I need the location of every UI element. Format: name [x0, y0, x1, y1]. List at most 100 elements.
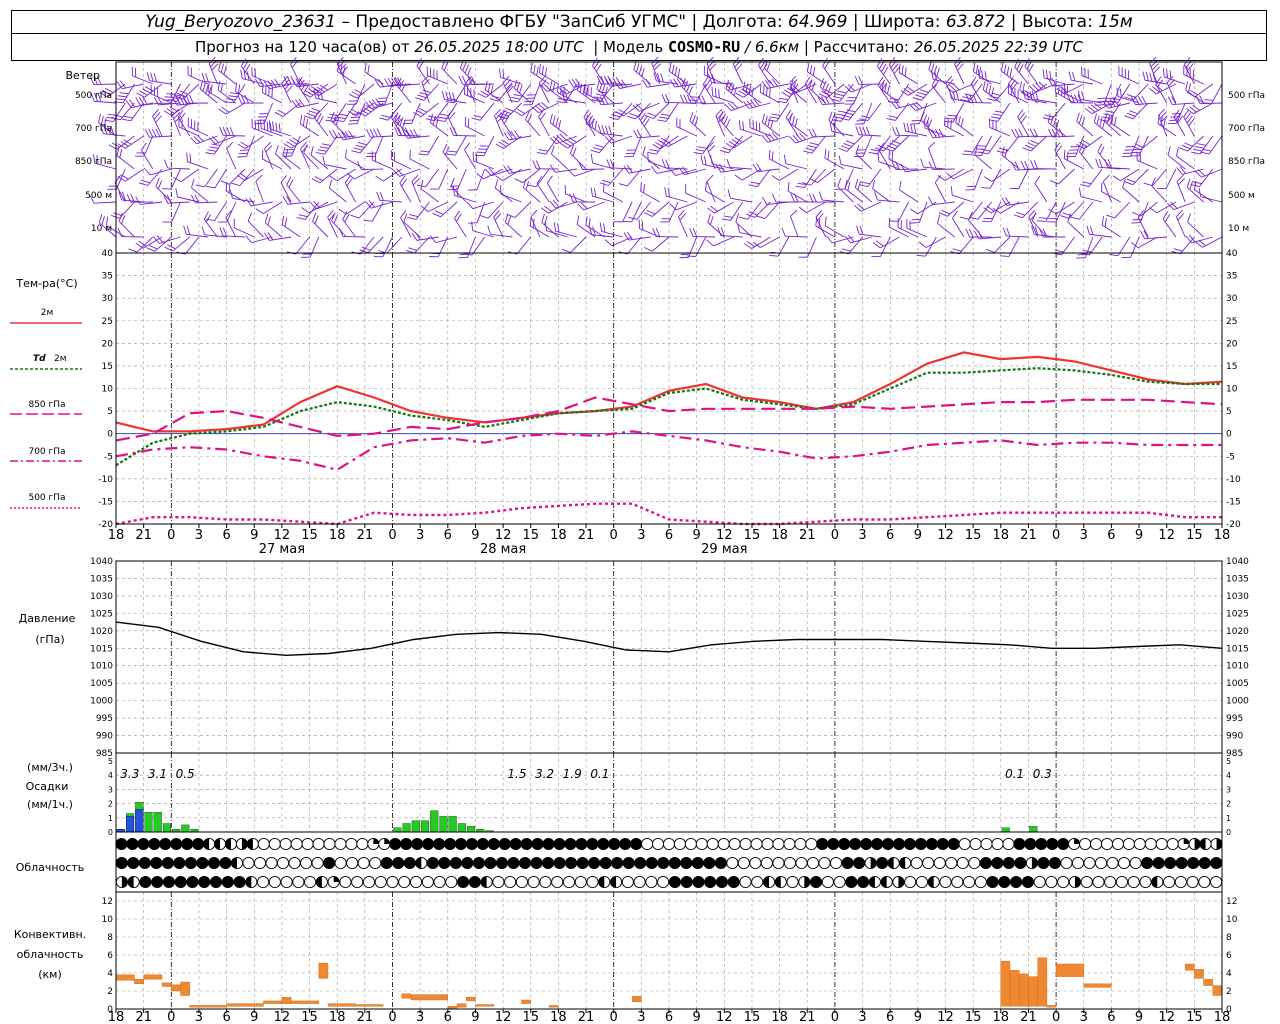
wind-barb-flag [809, 64, 813, 74]
wind-barb-flag [934, 175, 942, 183]
wind-barb-flag [527, 184, 537, 188]
wind-barb-flag [567, 169, 575, 177]
cloud-cover-symbol [933, 856, 946, 870]
wind-barb [970, 135, 983, 156]
wind-barb-flag [793, 193, 799, 203]
wind-barb-flag [933, 80, 939, 89]
hour-tick-label: 21 [799, 1010, 816, 1024]
wind-barb-flag [229, 189, 233, 199]
wind-barb-flag [963, 150, 973, 153]
cloud-cover-symbol [304, 875, 317, 889]
wind-barb [987, 135, 1002, 155]
pressure-tick-left: 995 [96, 714, 113, 724]
wind-barb-flag [838, 155, 842, 165]
wind-barb [116, 135, 135, 150]
wind-level-700hpa: 700 гПа [75, 124, 112, 134]
cloud-cover-symbol [749, 856, 762, 870]
wind-barb-flag [454, 210, 460, 219]
wind-barb [1031, 220, 1048, 238]
cloud-cover-symbol [1092, 875, 1105, 889]
wind-barb-flag [552, 135, 560, 143]
wind-barb-flag [649, 149, 659, 152]
wind-barb [713, 236, 734, 247]
wind-barb-flag [298, 214, 308, 218]
wind-barb-flag [837, 177, 842, 187]
wind-barb [707, 222, 725, 238]
wind-barb-flag [1011, 161, 1017, 171]
wind-barb-flag [305, 90, 314, 96]
wind-barb-flag [844, 111, 854, 116]
cloud-cover-symbol [484, 856, 497, 870]
wind-barb-flag [745, 83, 749, 93]
wind-barb-flag [206, 186, 216, 189]
cloud-cover-symbol [1060, 856, 1073, 870]
wind-barb-flag [507, 165, 514, 174]
wind-barb-flag [272, 121, 274, 131]
wind-barb [905, 130, 928, 137]
cloud-cover-symbol [564, 837, 577, 851]
wind-barb-flag [466, 79, 474, 87]
wind-barb-flag [396, 168, 404, 176]
precip-3h-total: 3.3 [120, 767, 139, 781]
wind-barb-flag [1166, 75, 1174, 84]
cloud-cover-symbol [432, 837, 446, 851]
wind-barb-flag [975, 64, 979, 74]
wind-barb-flag [316, 113, 322, 122]
wind-barb-flag [686, 255, 696, 257]
wind-barb-flag [419, 92, 429, 96]
wind-barb [574, 168, 596, 177]
wind-barb-flag [532, 160, 537, 170]
wind-barb-flag [140, 142, 147, 151]
hour-tick-label: 9 [1135, 528, 1143, 543]
wind-barb-flag [1087, 106, 1096, 113]
wind-barb-flag [569, 144, 575, 154]
precip-tick-right: 2 [1226, 800, 1231, 809]
hour-tick-label: 6 [1107, 528, 1115, 543]
wind-barb-flag [479, 214, 489, 219]
wind-barb-flag [101, 216, 105, 226]
cloud-cover-symbol [1090, 837, 1103, 851]
cloud-cover-symbol [356, 837, 369, 851]
header-forecast-line: Прогноз на 120 часа(ов) от 26.05.2025 18… [11, 33, 1267, 61]
hour-tick-label: 3 [1080, 528, 1088, 543]
date-label: 27 мая [259, 542, 305, 557]
wind-barb-flag [289, 139, 298, 145]
wind-barb [944, 125, 965, 137]
legend-850-label: 850 гПа [28, 400, 65, 410]
wind-barb-flag [129, 99, 136, 108]
wind-barb-flag [344, 175, 351, 183]
wind-barb-flag [711, 86, 714, 96]
wind-barb-flag [191, 178, 195, 188]
wind-barb [472, 230, 495, 238]
wind-barb-flag [641, 67, 645, 77]
wind-barb-flag [609, 116, 618, 121]
wind-barb-flag [549, 137, 557, 145]
convective-cloud-bar [318, 962, 329, 979]
cloud-cover-symbol [945, 856, 958, 870]
wind-barb [776, 102, 790, 122]
wind-barb-flag [96, 76, 102, 85]
wind-barb-flag [1051, 128, 1057, 138]
wind-barb-flag [1116, 87, 1119, 97]
wind-barb-flag [211, 63, 219, 71]
temp-tick-right: 30 [1226, 294, 1238, 304]
wind-barb-flag [471, 117, 481, 121]
wind-barb-flag [155, 177, 160, 187]
wind-barb-flag [549, 81, 553, 91]
provider-text: – Предоставлено ФГБУ "ЗапСиб УГМС" [341, 12, 687, 32]
wind-barb [244, 168, 264, 181]
wind-barb [300, 123, 320, 137]
wind-barb-flag [700, 155, 704, 165]
wind-barb-flag [642, 115, 648, 124]
wind-barb-flag [1175, 112, 1182, 121]
wind-barb [652, 201, 670, 217]
cloud-cover-symbol [221, 875, 234, 889]
convective-tick-left: 10 [102, 915, 114, 925]
wind-barb-flag [488, 167, 496, 175]
wind-barb-flag [842, 114, 852, 118]
wind-barb-flag [636, 129, 642, 138]
precip-bar-liquid [1001, 827, 1010, 833]
wind-barb [427, 75, 448, 85]
wind-barb [136, 236, 154, 253]
wind-barb-flag [1187, 63, 1194, 71]
